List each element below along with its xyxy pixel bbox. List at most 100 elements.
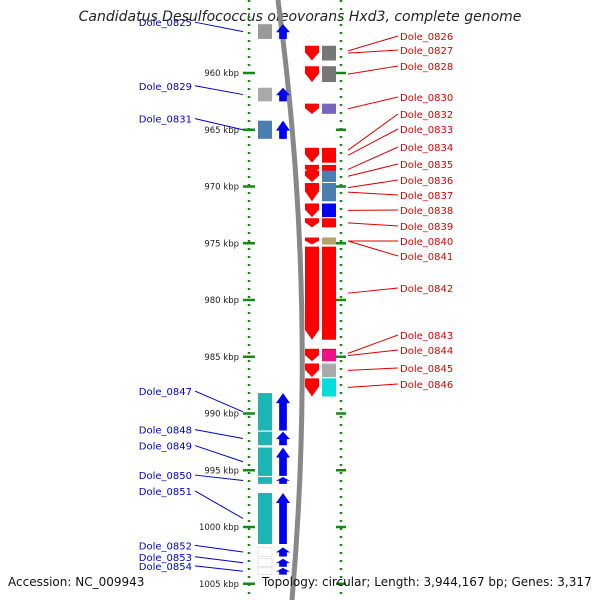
gene-dole-0834-box [322, 164, 336, 175]
gene-dole-0854-box [257, 567, 273, 575]
tick-label: 965 kbp [204, 126, 239, 136]
leader-line [347, 191, 399, 196]
gene-dole-0842-box [322, 246, 336, 340]
gene-dole-0848-box [258, 431, 272, 446]
leader-line [194, 85, 244, 96]
gene-dole-0828-box [322, 66, 336, 83]
gene-label-left: Dole_0825 [139, 18, 192, 29]
gene-label-left: Dole_0850 [139, 471, 192, 482]
gene-label-right: Dole_0833 [400, 125, 453, 136]
tick-label: 995 kbp [204, 466, 239, 476]
gene-dole-0825-arrow [276, 24, 290, 39]
gene-dole-0846-arrow [305, 378, 319, 397]
gene-dole-0844-box [322, 349, 336, 362]
gene-layer [257, 24, 336, 575]
genome-title: Candidatus Desulfococcus oleovorans Hxd3… [78, 9, 522, 25]
gene-dole-0841-box [322, 237, 336, 245]
leader-line [194, 429, 244, 439]
gene-dole-0845-arrow [305, 363, 319, 378]
label-layer: Dole_0825 Dole_0829 Dole_0831 Dole_0847 Dole… [139, 18, 453, 573]
gene-label-right: Dole_0827 [400, 46, 453, 57]
leader-line [194, 490, 244, 519]
gene-dole-0828-arrow [305, 66, 319, 83]
gene-dole-0848-arrow [276, 431, 290, 446]
gene-dole-0827-box [322, 45, 336, 61]
leader-line [347, 287, 399, 294]
topology-text: Topology: circular; Length: 3,944,167 bp… [262, 575, 592, 589]
gene-dole-0825-box [258, 24, 272, 39]
gene-dole-0850-arrow [276, 477, 290, 484]
gene-label-right: Dole_0840 [400, 237, 453, 248]
gene-label-right: Dole_0845 [400, 364, 453, 375]
gene-dole-0827-arrow [305, 45, 319, 61]
gene-dole-0839-box [322, 218, 336, 228]
gene-dole-0839-arrow [305, 218, 319, 228]
gene-label-left: Dole_0851 [139, 487, 192, 498]
gene-label-right: Dole_0846 [400, 380, 453, 391]
leader-line [347, 222, 399, 227]
gene-dole-0849-arrow [276, 447, 290, 476]
leader-line [347, 179, 399, 189]
tick-label: 985 kbp [204, 353, 239, 363]
gene-label-left: Dole_0829 [139, 82, 192, 93]
gene-label-right: Dole_0842 [400, 284, 453, 295]
leader-line [194, 21, 244, 33]
leader-line [347, 146, 399, 170]
gene-dole-0838-arrow [305, 203, 319, 218]
gene-dole-0851-box [258, 492, 272, 545]
gene-dole-0830-box [322, 103, 336, 114]
tick-label: 970 kbp [204, 183, 239, 193]
gene-label-right: Dole_0844 [400, 346, 453, 357]
leader-line [347, 383, 399, 388]
gene-dole-0850-box [258, 477, 272, 484]
gene-dole-0845-box [322, 363, 336, 378]
gene-dole-0854-arrow [276, 567, 290, 575]
gene-dole-0842-arrow [305, 246, 319, 340]
gene-dole-0831-arrow [276, 120, 290, 139]
backbone-line [275, 0, 305, 600]
leader-line [194, 544, 244, 553]
gene-label-left: Dole_0852 [139, 541, 192, 552]
gene-dole-0849-box [258, 447, 272, 476]
gene-label-right: Dole_0841 [400, 252, 453, 263]
leader-line [347, 35, 399, 52]
gene-label-left: Dole_0849 [139, 442, 192, 453]
backbone-layer [275, 0, 305, 600]
gene-label-right: Dole_0836 [400, 176, 453, 187]
gene-dole-0834-arrow [305, 164, 319, 175]
gene-dole-0830-arrow [305, 103, 319, 114]
gene-dole-0833-arrow [305, 147, 319, 163]
leader-line [347, 113, 399, 151]
gene-dole-0829-box [258, 87, 272, 102]
gene-dole-0838-box [322, 203, 336, 218]
gene-label-right: Dole_0830 [400, 93, 453, 104]
gene-label-left: Dole_0848 [139, 426, 192, 437]
leader-line [194, 474, 244, 481]
leader-line [194, 390, 244, 413]
leader-line [347, 128, 399, 156]
gene-label-right: Dole_0826 [400, 32, 453, 43]
leader-line [347, 349, 399, 357]
gene-label-right: Dole_0834 [400, 143, 453, 154]
gene-dole-0835-box [322, 170, 336, 182]
leader-line [194, 556, 244, 564]
gene-label-right: Dole_0832 [400, 110, 453, 121]
leader-line [347, 163, 399, 177]
gene-dole-0852-box [257, 547, 273, 557]
gene-dole-0853-arrow [276, 558, 290, 567]
gene-dole-0851-arrow [276, 492, 290, 545]
gene-dole-0846-box [322, 378, 336, 397]
gene-dole-0833-box [322, 147, 336, 163]
leader-line [194, 445, 244, 463]
gene-dole-0831-box [258, 120, 272, 139]
gene-dole-0852-arrow [276, 547, 290, 557]
leader-line [347, 334, 399, 354]
gene-dole-0835-arrow [305, 170, 319, 182]
gene-dole-0841-arrow [305, 237, 319, 245]
tick-label: 1005 kbp [199, 580, 239, 590]
gene-dole-0853-box [257, 558, 273, 567]
gene-dole-0837-box [322, 183, 336, 202]
leader-line [347, 49, 399, 54]
leader-line [347, 240, 399, 257]
